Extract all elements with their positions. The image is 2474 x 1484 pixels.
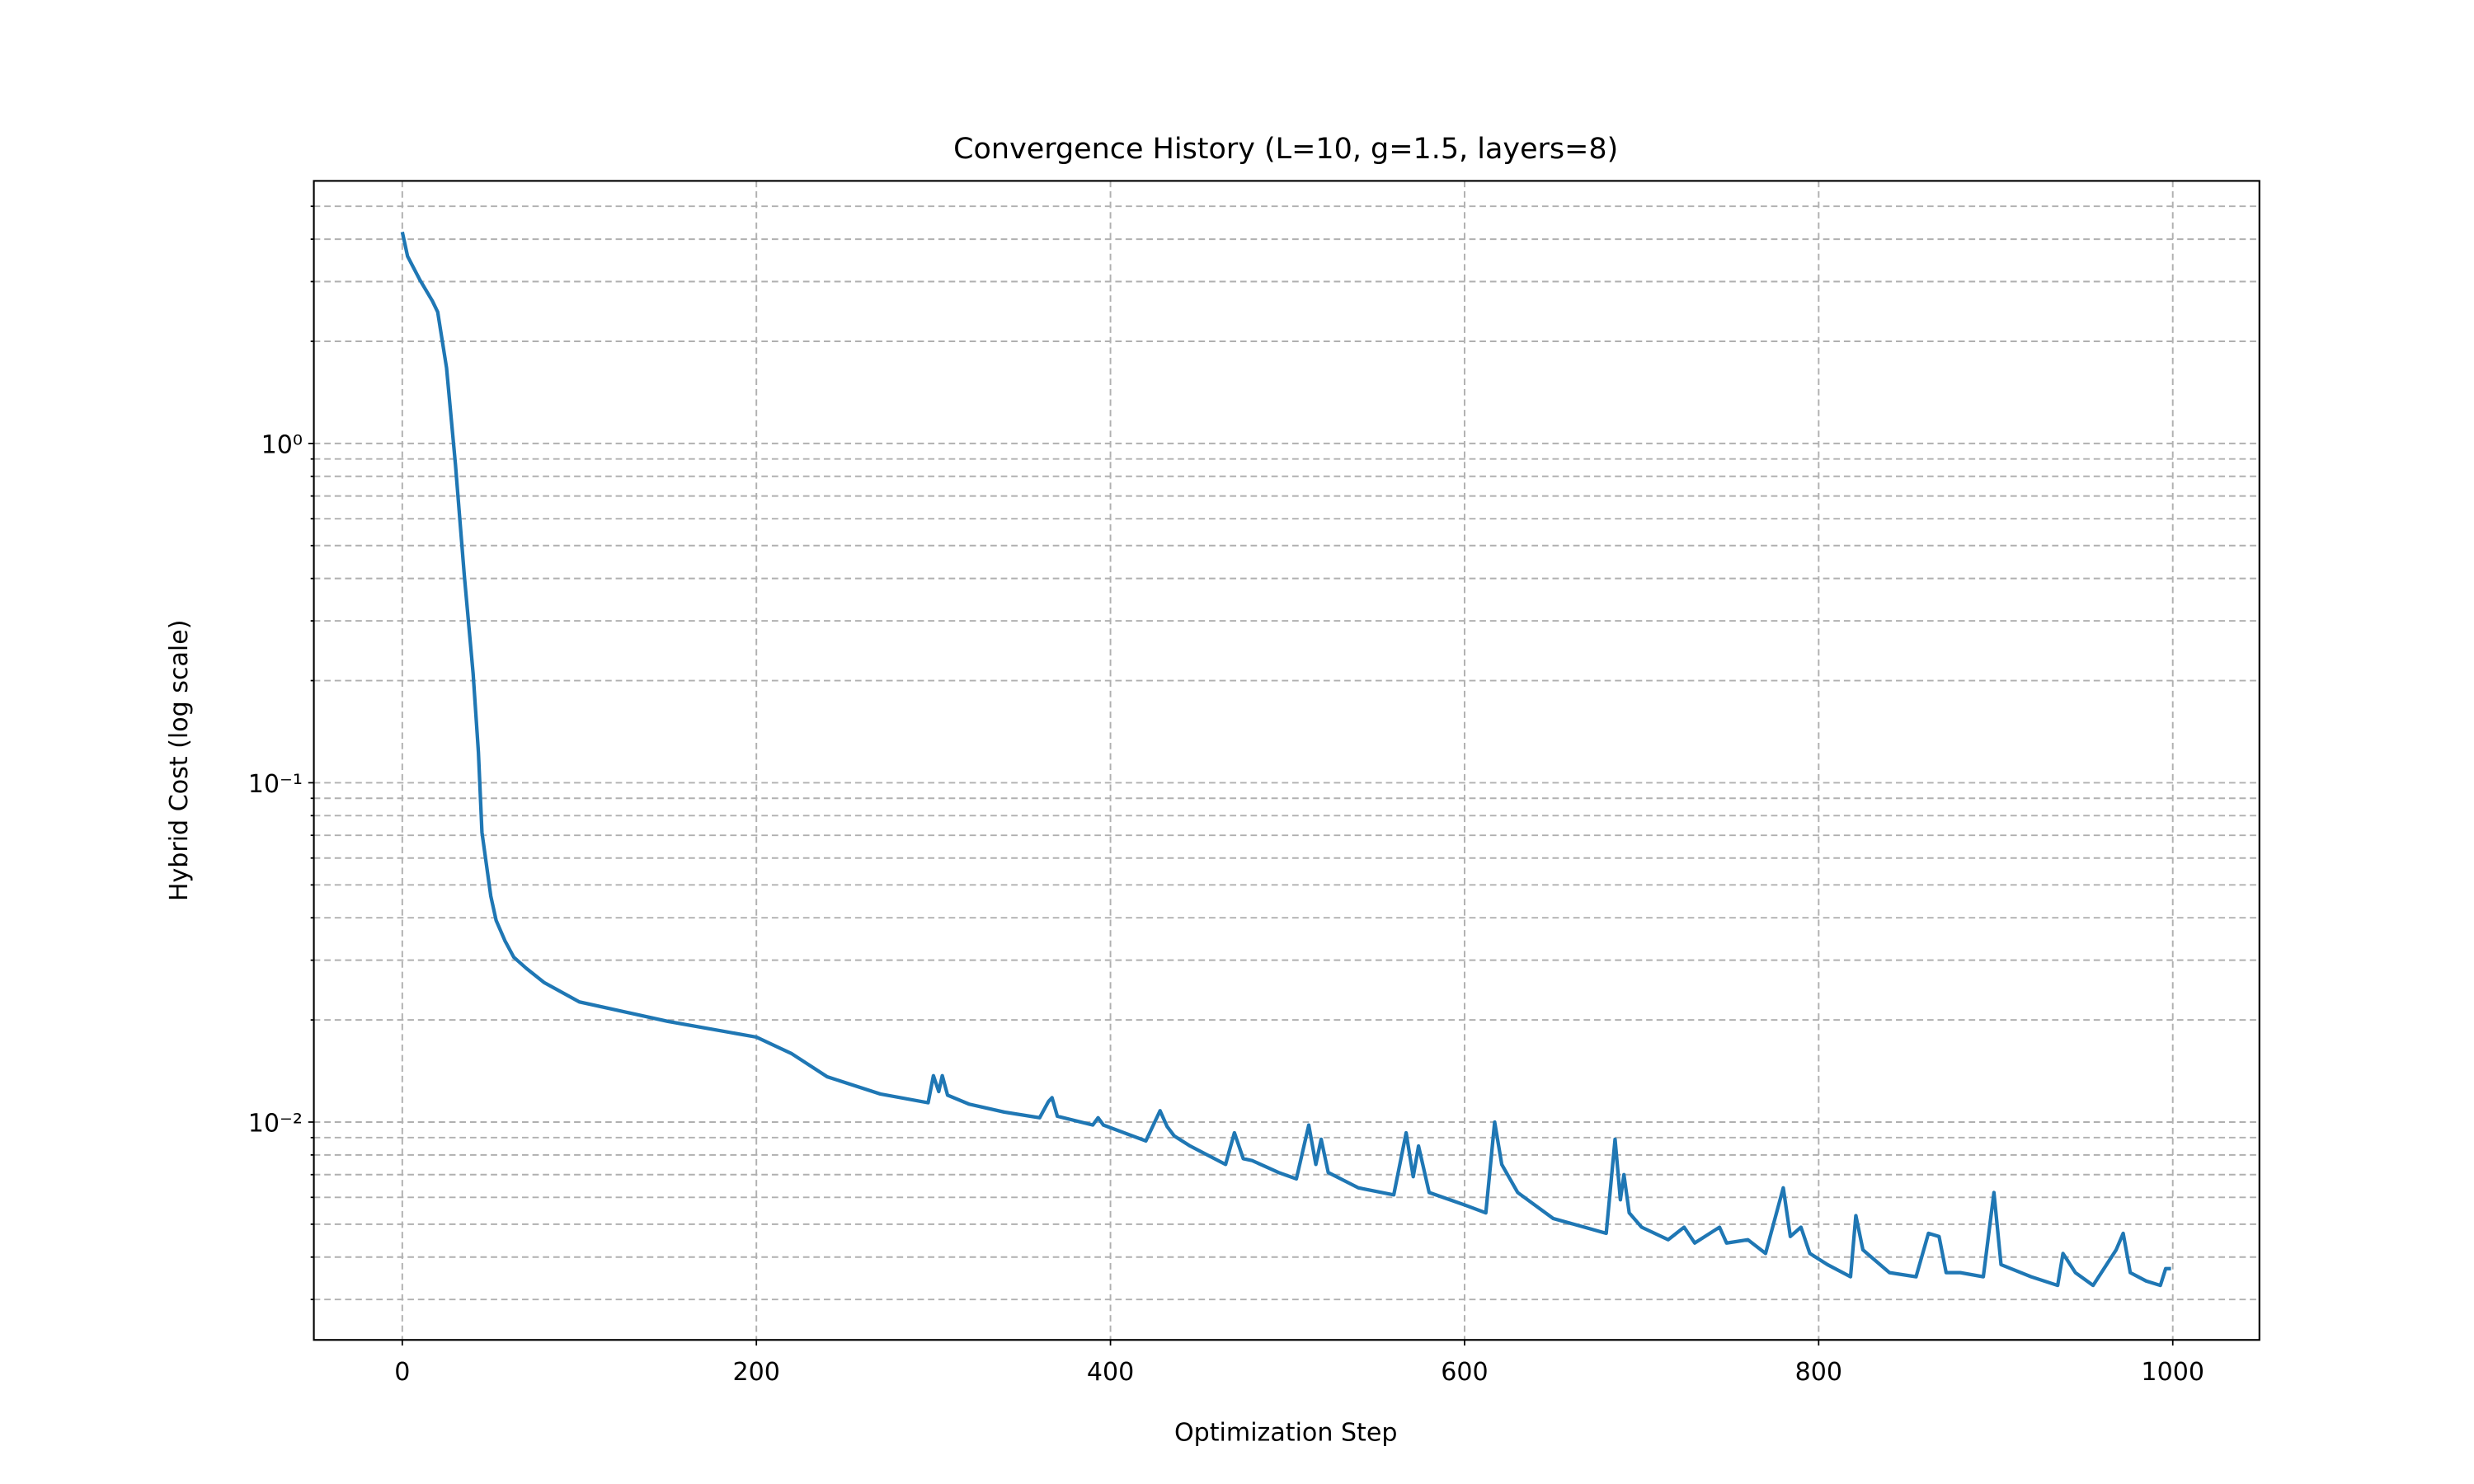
x-tick-label: 800 <box>1795 1358 1842 1387</box>
x-tick-label: 0 <box>394 1358 410 1387</box>
x-tick-label: 1000 <box>2141 1358 2204 1387</box>
x-tick-label: 400 <box>1087 1358 1134 1387</box>
x-tick-label: 600 <box>1441 1358 1488 1387</box>
y-tick-label: 10⁻¹ <box>248 770 303 799</box>
y-tick-label: 10⁻² <box>248 1110 303 1139</box>
y-axis-label: Hybrid Cost (log scale) <box>165 619 194 901</box>
plot-frame <box>313 180 2260 1341</box>
data-line <box>400 231 2171 1288</box>
x-axis-label: Optimization Step <box>1174 1419 1397 1448</box>
x-tick-label: 200 <box>732 1358 779 1387</box>
y-tick-label: 10⁰ <box>261 431 303 460</box>
chart-title: Convergence History (L=10, g=1.5, layers… <box>953 133 1618 166</box>
